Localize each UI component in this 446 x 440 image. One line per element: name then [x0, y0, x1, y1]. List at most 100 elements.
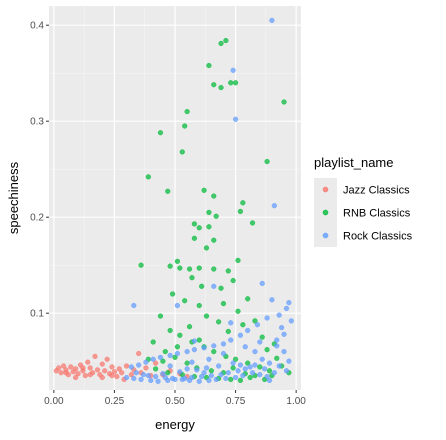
data-point [242, 366, 248, 372]
data-point [235, 257, 241, 264]
data-point [179, 149, 185, 155]
data-point [203, 313, 210, 319]
data-point [174, 350, 181, 357]
data-point [104, 356, 110, 362]
data-point [128, 372, 134, 378]
data-point [211, 349, 217, 355]
legend-key-point [322, 209, 329, 216]
data-point [259, 334, 265, 340]
data-point [240, 373, 246, 379]
data-point [276, 363, 282, 369]
data-point [138, 376, 144, 383]
data-point [279, 325, 285, 331]
data-point [262, 366, 268, 372]
data-point [157, 354, 164, 360]
data-point [191, 338, 197, 344]
data-point [177, 265, 183, 271]
data-point [131, 375, 137, 382]
data-point [264, 315, 270, 321]
data-point [201, 345, 207, 351]
data-point [182, 298, 188, 304]
data-point [271, 203, 277, 209]
legend: playlist_name Jazz Classics RNB Classics R… [314, 155, 413, 247]
y-axis-ticks: 0.1 0.2 0.3 0.4 [30, 21, 49, 320]
data-point [143, 365, 149, 371]
data-point [228, 80, 234, 86]
data-point [213, 213, 219, 219]
data-point [220, 341, 227, 347]
legend-label: Rock Classics [343, 231, 413, 243]
data-point [225, 328, 231, 335]
data-point [237, 377, 244, 384]
data-point [174, 258, 181, 264]
data-point [281, 331, 287, 337]
data-point [218, 372, 224, 378]
data-point [206, 224, 212, 230]
data-point [196, 225, 202, 231]
data-point [75, 371, 81, 377]
legend-title: playlist_name [314, 155, 394, 170]
data-point [73, 366, 79, 372]
data-point [140, 372, 147, 378]
data-point [201, 370, 207, 376]
legend-label: RNB Classics [343, 208, 411, 220]
data-point [160, 358, 166, 364]
data-point [153, 366, 159, 372]
data-point [145, 174, 151, 180]
data-point [138, 262, 144, 268]
data-point [165, 188, 171, 194]
data-point [206, 209, 212, 216]
data-point [211, 343, 217, 349]
data-point [150, 356, 156, 362]
data-point [189, 359, 195, 365]
data-point [128, 364, 134, 370]
data-point [68, 364, 74, 370]
data-point [182, 123, 188, 129]
data-point [191, 235, 197, 241]
data-point [199, 373, 205, 380]
x-tick-label: 0.50 [165, 396, 185, 407]
x-axis-title: energy [155, 417, 195, 432]
data-point [136, 362, 142, 368]
data-point [264, 158, 270, 165]
data-point [266, 360, 273, 366]
y-tick-label: 0.1 [30, 309, 44, 320]
data-point [184, 349, 190, 355]
data-point [283, 305, 290, 312]
data-point [252, 318, 258, 324]
data-point [179, 376, 185, 383]
data-point [169, 375, 176, 382]
data-point [220, 350, 227, 357]
data-point [196, 302, 202, 309]
x-tick-label: 1.00 [286, 396, 306, 407]
data-point [206, 356, 212, 362]
data-point [235, 368, 241, 374]
data-point [184, 108, 190, 115]
data-point [186, 266, 193, 272]
data-point [85, 359, 91, 365]
data-point [92, 353, 98, 360]
data-point [276, 312, 282, 318]
data-point [196, 337, 202, 343]
data-point [191, 347, 197, 353]
data-point [283, 368, 290, 374]
y-axis-title: speechiness [6, 161, 21, 234]
data-point [218, 84, 224, 91]
legend-key-point [322, 232, 329, 239]
data-point [286, 358, 292, 364]
data-point [73, 374, 79, 381]
data-point [240, 322, 246, 328]
data-point [211, 193, 217, 199]
data-point [63, 370, 69, 376]
data-point [208, 368, 214, 374]
data-point [167, 352, 173, 359]
data-point [167, 263, 173, 269]
data-point [218, 40, 224, 47]
data-point [162, 349, 168, 355]
data-point [143, 359, 149, 365]
data-point [148, 377, 154, 384]
data-point [259, 356, 265, 362]
data-point [123, 374, 130, 381]
data-point [257, 339, 263, 345]
